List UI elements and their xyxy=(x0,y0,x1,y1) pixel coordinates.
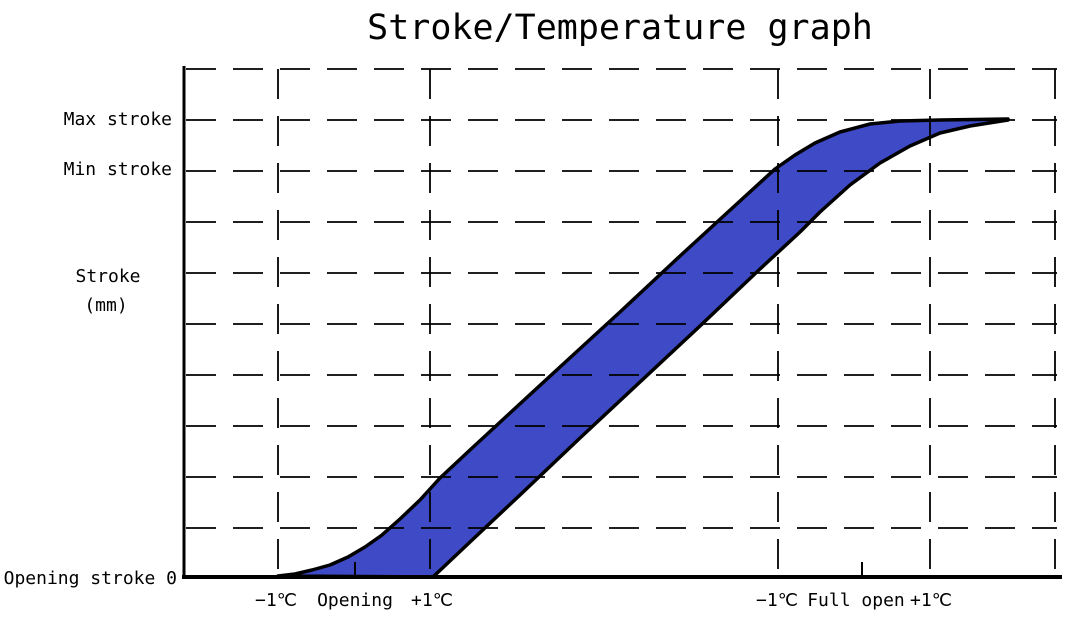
tolerance-band-outline xyxy=(276,117,1010,579)
chart-title: Stroke/Temperature graph xyxy=(367,8,873,48)
y-axis-label: Opening stroke 0 xyxy=(4,568,177,589)
x-axis-label: −1℃ xyxy=(255,590,297,611)
y-axis-label: Stroke xyxy=(75,266,140,287)
x-axis-label: −1℃ xyxy=(756,590,798,611)
x-axis-label: Opening xyxy=(317,590,393,611)
x-axis-label: Full open xyxy=(807,590,905,611)
x-axis-label: +1℃ xyxy=(411,590,453,611)
x-axis-label: +1℃ xyxy=(910,590,952,611)
y-axis-label: Max stroke xyxy=(64,109,172,130)
y-axis-label: Min stroke xyxy=(64,159,172,180)
tolerance-band-fill xyxy=(278,119,1008,577)
y-axis-label: (mm) xyxy=(84,295,127,316)
